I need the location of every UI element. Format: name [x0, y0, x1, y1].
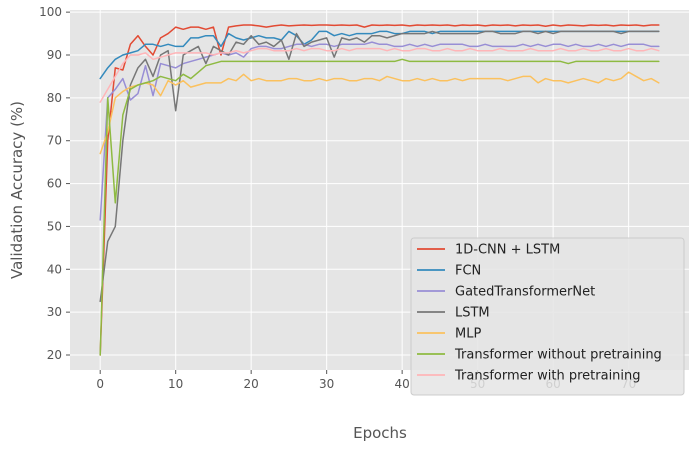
y-tick-label: 20: [47, 348, 62, 362]
legend-label: FCN: [455, 264, 481, 279]
y-tick-label: 60: [47, 177, 62, 191]
x-tick-label: 20: [244, 377, 259, 391]
y-tick-label: 90: [47, 48, 62, 62]
x-tick-label: 10: [168, 377, 183, 391]
series-line: [99, 58, 660, 356]
series-line: [99, 71, 660, 155]
legend-box: [410, 237, 685, 396]
legend-label: MLP: [455, 327, 481, 342]
series-line: [99, 24, 660, 356]
series-line: [99, 47, 660, 103]
legend-label: 1D-CNN + LSTM: [455, 243, 560, 258]
y-axis-label: Validation Accuracy (%): [8, 101, 26, 279]
y-tick-label: 40: [47, 262, 62, 276]
x-tick-label: 0: [96, 377, 104, 391]
x-tick-label: 30: [319, 377, 334, 391]
y-tick-label: 80: [47, 91, 62, 105]
series-lines: [99, 24, 660, 356]
legend: 1D-CNN + LSTM FCN GatedTransformerNet LSTM M…: [410, 237, 685, 396]
y-tick-label: 100: [39, 5, 62, 19]
y-tick-label: 70: [47, 134, 62, 148]
legend-label: GatedTransformerNet: [455, 285, 595, 300]
series-line: [99, 30, 660, 303]
legend-label: LSTM: [455, 306, 490, 321]
series-line: [99, 41, 660, 221]
legend-label: Transformer with pretraining: [454, 369, 641, 384]
y-tick-label: 50: [47, 219, 62, 233]
legend-label: Transformer without pretraining: [454, 348, 662, 363]
x-tick-label: 40: [395, 377, 410, 391]
x-axis-label: Epochs: [353, 424, 407, 442]
y-tick-label: 30: [47, 305, 62, 319]
